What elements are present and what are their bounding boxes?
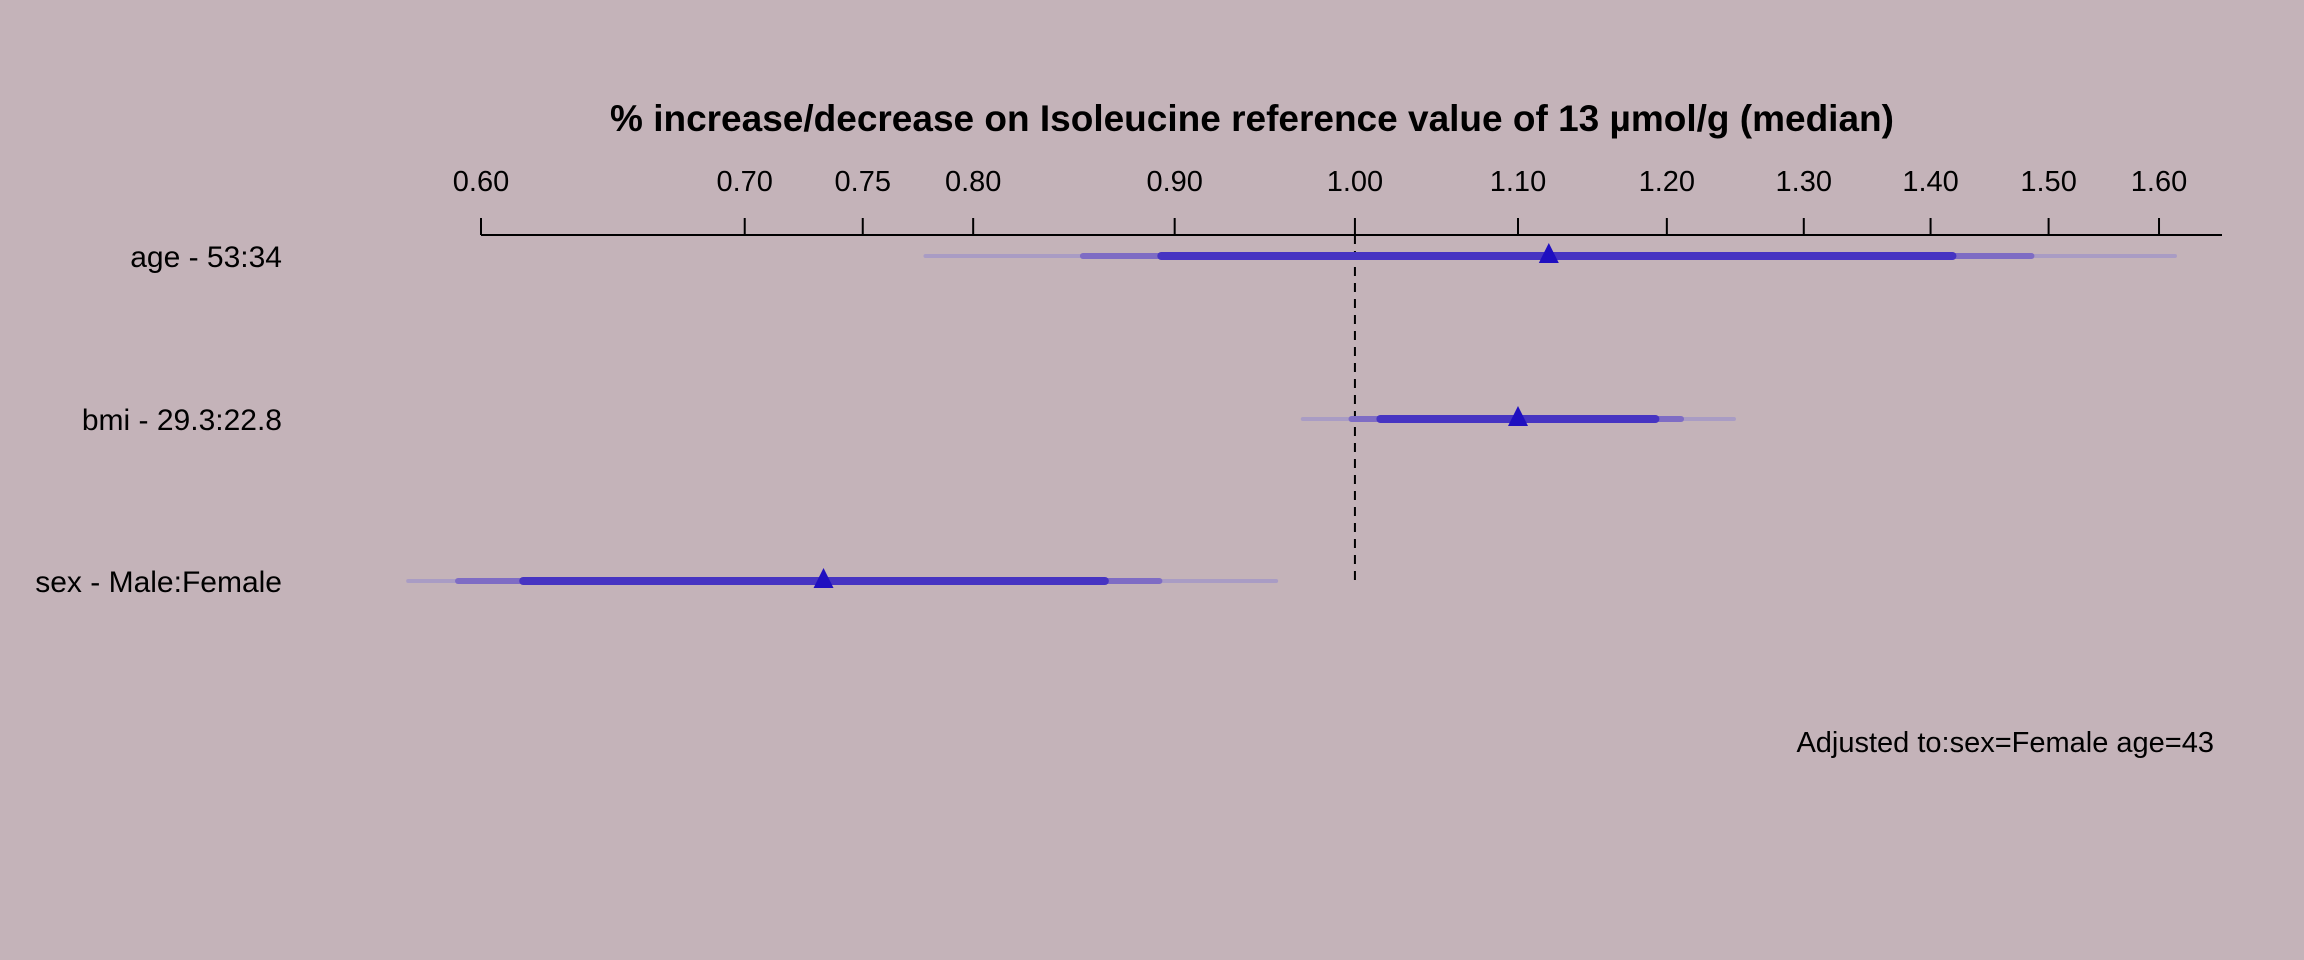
x-tick-label: 1.10 (1490, 166, 1546, 198)
estimate-row: sex - Male:Female (35, 566, 1279, 599)
row-label: sex - Male:Female (35, 566, 282, 599)
x-axis: 0.60 0.70 0.75 0.80 0.90 1.00 1.10 1.20 1.30 1.40… (453, 166, 2222, 236)
x-tick-label: 1.20 (1639, 166, 1695, 198)
chart-title: % increase/decrease on Isoleucine refere… (610, 98, 1894, 139)
x-tick-label: 1.40 (1902, 166, 1958, 198)
x-tick-label: 0.80 (945, 166, 1001, 198)
row-label: age - 53:34 (130, 241, 282, 274)
x-tick-label: 0.75 (835, 166, 891, 198)
point-estimate-marker (1507, 406, 1528, 426)
estimate-row: bmi - 29.3:22.8 (82, 404, 1736, 437)
x-tick-label: 1.00 (1327, 166, 1383, 198)
estimate-row: age - 53:34 (130, 241, 2177, 274)
estimate-rows: age - 53:34 bmi - 29.3:22.8 sex - Male:Fem… (35, 241, 2177, 599)
x-tick-label: 1.50 (2020, 166, 2076, 198)
x-tick-label: 0.70 (716, 166, 772, 198)
x-tick-label: 1.30 (1776, 166, 1832, 198)
adjustment-note: Adjusted to:sex=Female age=43 (1796, 727, 2214, 759)
row-label: bmi - 29.3:22.8 (82, 404, 282, 437)
x-tick-label: 0.60 (453, 166, 509, 198)
point-estimate-marker (1538, 243, 1559, 263)
x-tick-label: 0.90 (1146, 166, 1202, 198)
point-estimate-marker (813, 568, 834, 588)
x-tick-label: 1.60 (2131, 166, 2187, 198)
